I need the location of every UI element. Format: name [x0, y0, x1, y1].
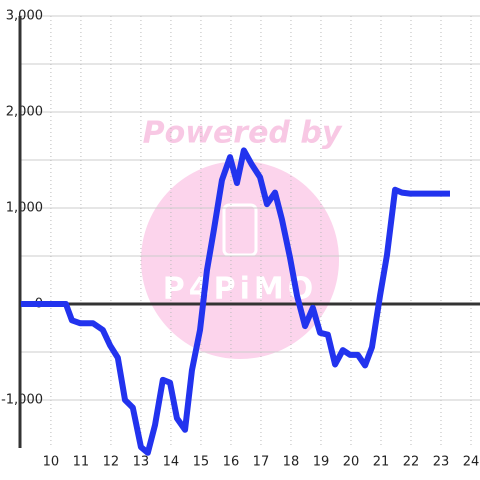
watermark-title: Powered by: [143, 116, 343, 151]
watermark-circle: [141, 161, 339, 359]
y-tick-label: 3,000: [6, 9, 43, 24]
watermark-icon: [222, 203, 258, 257]
x-tick-label: 13: [133, 455, 150, 470]
x-tick-label: 16: [223, 455, 240, 470]
data-line: [20, 147, 450, 456]
x-tick-label: 12: [103, 455, 120, 470]
x-tick-label: 15: [193, 455, 210, 470]
watermark-brand: P4PiMO: [163, 272, 318, 307]
y-tick-label: -1,000: [1, 393, 43, 408]
x-tick-label: 20: [343, 455, 360, 470]
x-tick-label: 24: [463, 455, 480, 470]
x-tick-label: 22: [403, 455, 420, 470]
y-tick-label: 2,000: [6, 105, 43, 120]
x-tick-label: 23: [433, 455, 450, 470]
x-tick-label: 11: [73, 455, 90, 470]
x-tick-label: 14: [163, 455, 180, 470]
x-tick-label: 10: [43, 455, 60, 470]
x-tick-label: 21: [373, 455, 390, 470]
x-tick-label: 19: [313, 455, 330, 470]
y-tick-label: 1,000: [6, 201, 43, 216]
x-tick-label: 17: [253, 455, 270, 470]
x-tick-label: 18: [283, 455, 300, 470]
